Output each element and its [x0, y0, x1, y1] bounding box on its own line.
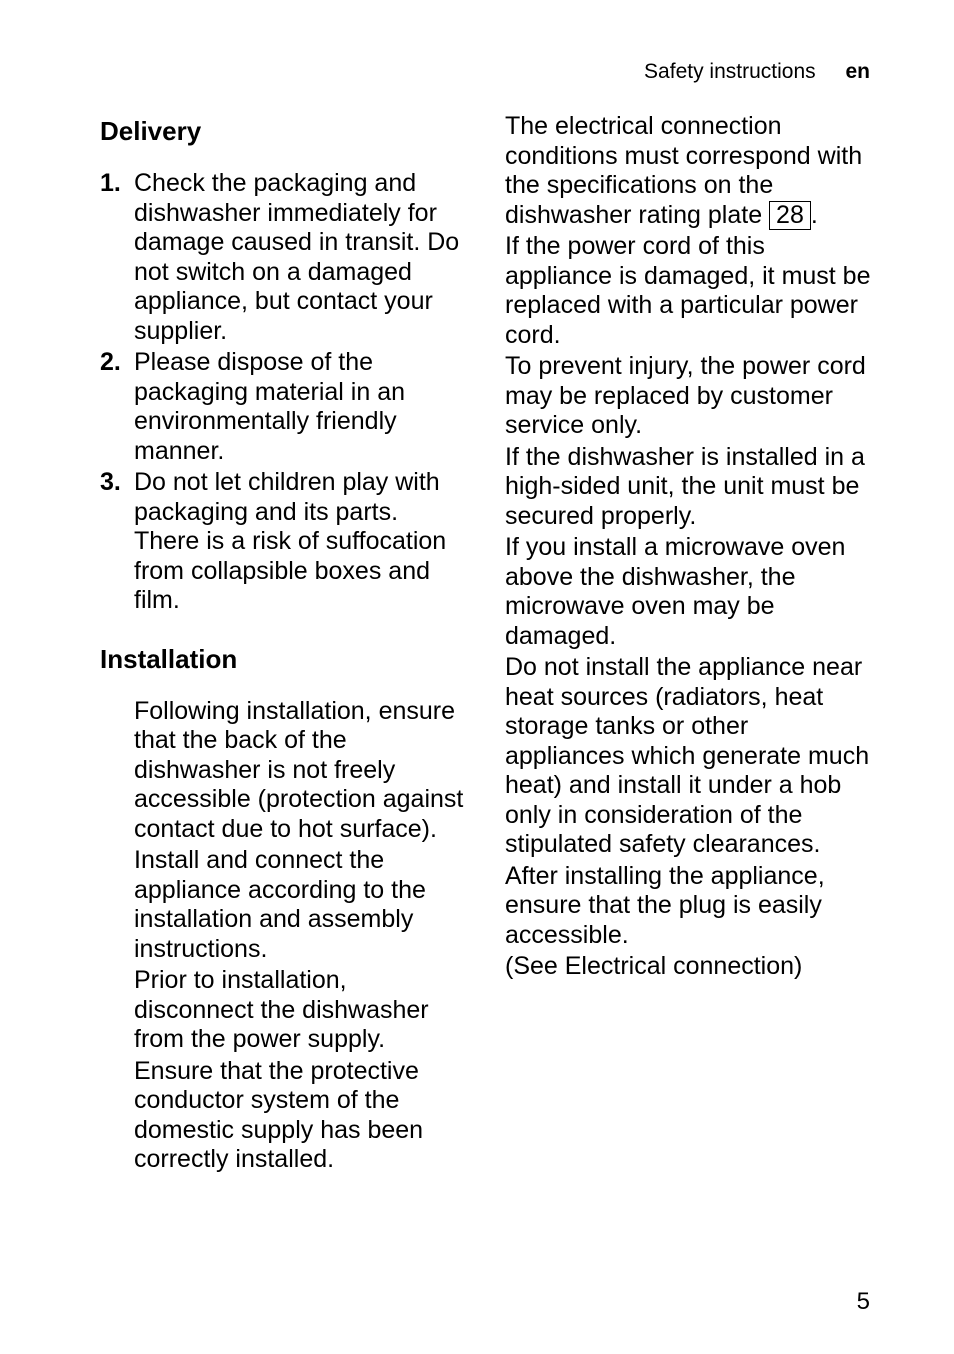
body-paragraph: Ensure that the protective conductor sys…: [134, 1057, 469, 1175]
body-paragraph: Prior to installation, disconnect the di…: [134, 966, 469, 1055]
body-paragraph: Following installation, ensure that the …: [134, 697, 469, 845]
body-paragraph: If the power cord of this appliance is d…: [505, 232, 874, 350]
header-section-label: Safety instructions: [644, 60, 816, 83]
list-text: Check the packaging and dishwasher immed…: [134, 169, 469, 346]
list-number: 2.: [100, 348, 134, 466]
installation-body: Following installation, ensure that the …: [100, 697, 469, 1175]
header-lang-code: en: [845, 60, 870, 83]
body-paragraph: (See Electrical connection): [505, 952, 874, 982]
delivery-list: 1. Check the packaging and dishwasher im…: [100, 169, 469, 616]
running-header: Safety instructions en: [100, 60, 874, 84]
list-number: 1.: [100, 169, 134, 346]
body-paragraph: Do not install the appliance near heat s…: [505, 653, 874, 860]
list-number: 3.: [100, 468, 134, 616]
rating-plate-reference: 28: [769, 201, 811, 231]
body-paragraph: To prevent injury, the power cord may be…: [505, 352, 874, 441]
page-number: 5: [857, 1288, 870, 1316]
left-column: Delivery 1. Check the packaging and dish…: [100, 112, 469, 1177]
right-column: The electrical connection conditions mus…: [505, 112, 874, 1177]
list-item: 2. Please dispose of the packaging mater…: [100, 348, 469, 466]
manual-page: Safety instructions en Delivery 1. Check…: [0, 0, 954, 1354]
two-column-layout: Delivery 1. Check the packaging and dish…: [100, 112, 874, 1177]
para-text-post: .: [811, 201, 818, 229]
right-body: The electrical connection conditions mus…: [505, 112, 874, 982]
list-text: Do not let children play with packaging …: [134, 468, 469, 616]
list-item: 3. Do not let children play with packagi…: [100, 468, 469, 616]
body-paragraph: The electrical connection conditions mus…: [505, 112, 874, 230]
list-item: 1. Check the packaging and dishwasher im…: [100, 169, 469, 346]
installation-heading: Installation: [100, 644, 469, 675]
body-paragraph: If you install a microwave oven above th…: [505, 533, 874, 651]
delivery-heading: Delivery: [100, 116, 469, 147]
body-paragraph: Install and connect the appliance accord…: [134, 846, 469, 964]
list-text: Please dispose of the packaging material…: [134, 348, 469, 466]
body-paragraph: If the dishwasher is installed in a high…: [505, 443, 874, 532]
body-paragraph: After installing the appliance, ensure t…: [505, 862, 874, 951]
